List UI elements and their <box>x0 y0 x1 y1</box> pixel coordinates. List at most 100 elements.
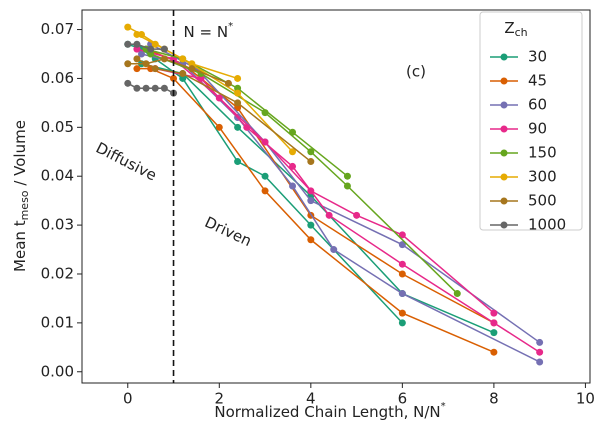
x-tick-label: 0 <box>123 390 133 408</box>
series-line <box>127 43 403 324</box>
series-line <box>145 48 495 324</box>
data-point <box>307 197 315 205</box>
y-tick-label: 0.06 <box>41 69 74 87</box>
legend-marker <box>500 149 508 157</box>
y-tick-label: 0.01 <box>41 313 74 331</box>
data-point <box>224 79 232 87</box>
data-point <box>398 270 406 278</box>
data-point <box>234 74 242 82</box>
data-point <box>289 148 297 156</box>
legend-marker <box>500 125 508 133</box>
data-point <box>160 84 168 92</box>
series-line <box>127 43 165 50</box>
data-point <box>188 65 196 73</box>
y-tick-label: 0.00 <box>41 362 74 380</box>
data-point <box>234 104 242 112</box>
legend: Zch 30 45 60 90 150 300 500 1000 <box>479 11 583 234</box>
region-label: Diffusive <box>93 139 160 185</box>
data-point <box>124 40 132 48</box>
region-label: Driven <box>202 213 254 250</box>
data-point <box>215 123 223 131</box>
data-point <box>398 260 406 268</box>
data-point <box>197 74 205 82</box>
y-tick-label: 0.04 <box>41 167 74 185</box>
data-point <box>133 65 141 73</box>
data-point <box>151 65 159 73</box>
legend-label: 1000 <box>528 216 566 234</box>
data-point <box>490 319 498 327</box>
x-tick-label: 6 <box>398 390 408 408</box>
data-point <box>133 30 141 38</box>
data-point <box>330 246 338 254</box>
threshold-label: N = N* <box>184 21 234 41</box>
legend-marker <box>500 173 508 181</box>
data-point <box>343 182 351 190</box>
data-point <box>243 123 251 131</box>
data-point <box>289 162 297 170</box>
data-point <box>234 123 242 131</box>
data-point <box>490 309 498 317</box>
legend-label: 300 <box>528 168 557 186</box>
data-point <box>398 319 406 327</box>
data-point <box>261 109 269 117</box>
data-point <box>234 158 242 166</box>
plot-area <box>124 23 544 366</box>
y-tick-label: 0.02 <box>41 264 74 282</box>
series-line <box>136 48 495 314</box>
x-tick-label: 10 <box>576 390 595 408</box>
data-point <box>133 84 141 92</box>
data-point <box>398 231 406 239</box>
data-point <box>307 158 315 166</box>
data-point <box>325 211 333 219</box>
legend-label: 90 <box>528 120 547 138</box>
data-point <box>398 241 406 249</box>
data-point <box>536 348 544 356</box>
data-point <box>353 211 361 219</box>
data-point <box>133 45 141 53</box>
x-tick-label: 4 <box>306 390 316 408</box>
data-point <box>536 358 544 366</box>
y-axis-label: Mean tmeso / Volume <box>11 120 32 272</box>
series-line <box>150 53 458 295</box>
legend-label: 60 <box>528 96 547 114</box>
legend-marker <box>500 77 508 85</box>
data-point <box>188 60 196 68</box>
data-point <box>142 84 150 92</box>
data-point <box>234 84 242 92</box>
data-point <box>398 309 406 317</box>
panel-label: (c) <box>406 63 426 81</box>
legend-label: 500 <box>528 192 557 210</box>
y-tick-label: 0.05 <box>41 118 74 136</box>
data-point <box>490 329 498 337</box>
data-point <box>453 290 461 298</box>
data-point <box>179 70 187 78</box>
x-axis-label: Normalized Chain Length, N/N* <box>214 401 445 421</box>
axes-frame <box>81 9 591 384</box>
data-point <box>133 40 141 48</box>
legend-marker <box>500 221 508 229</box>
data-point <box>124 23 132 31</box>
data-point <box>160 45 168 53</box>
data-point <box>124 79 132 87</box>
legend-marker <box>500 197 508 205</box>
data-point <box>289 182 297 190</box>
data-point <box>133 55 141 63</box>
data-point <box>261 187 269 195</box>
data-point <box>234 89 242 97</box>
data-point <box>343 172 351 180</box>
data-point <box>160 55 168 63</box>
x-tick-label: 2 <box>215 390 225 408</box>
data-point <box>536 338 544 346</box>
y-tick-label: 0.07 <box>41 20 74 38</box>
data-point <box>398 290 406 298</box>
x-tick-label: 8 <box>489 390 499 408</box>
data-point <box>179 74 187 82</box>
legend-label: 30 <box>528 48 547 66</box>
series-line <box>141 63 495 334</box>
data-point <box>490 348 498 356</box>
data-point <box>307 236 315 244</box>
data-point <box>261 172 269 180</box>
data-point <box>137 50 145 58</box>
data-point <box>234 99 242 107</box>
